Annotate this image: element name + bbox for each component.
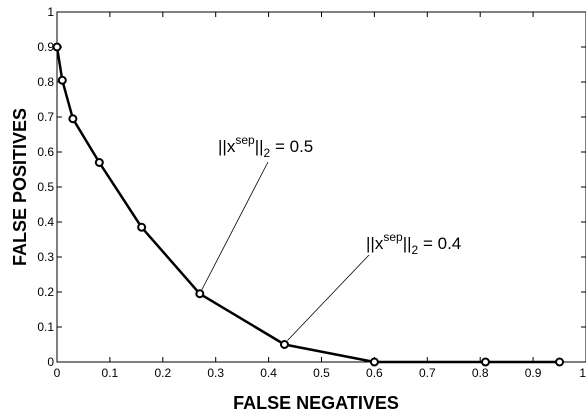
series-group [52, 42, 565, 367]
plot-frame [56, 11, 586, 363]
data-point [555, 357, 565, 367]
annotation-label: ||xsep||2 = 0.5 [218, 133, 313, 160]
y-tick-label: 1 [47, 5, 54, 19]
annotation-leader [287, 254, 370, 341]
y-tick-label: 0.6 [37, 145, 54, 159]
y-axis-title: FALSE POSITIVES [10, 108, 30, 266]
data-point [94, 158, 104, 167]
data-point [195, 289, 205, 299]
y-tick-label: 0.7 [37, 110, 54, 124]
y-tick-label: 0 [47, 355, 54, 369]
x-tick-label: 0.7 [419, 366, 436, 380]
x-tick-label: 0 [54, 366, 61, 380]
y-tick-label: 0.2 [37, 285, 54, 299]
x-tick-label: 0.4 [260, 366, 277, 380]
series-line [55, 46, 560, 364]
y-tick-label: 0.9 [37, 40, 54, 54]
annotation-label: ||xsep||2 = 0.4 [366, 230, 461, 257]
data-point [369, 357, 379, 367]
x-tick-label: 0.1 [102, 366, 119, 380]
y-tick-label: 0.5 [37, 180, 54, 194]
data-point [137, 222, 147, 232]
y-tick-label: 0.3 [37, 250, 54, 264]
x-tick-label: 1 [579, 366, 586, 380]
annotations-group: ||xsep||2 = 0.5 ||xsep||2 = 0.4 [201, 133, 461, 341]
data-point [57, 75, 67, 85]
x-tick-label: 0.5 [313, 366, 330, 380]
data-point [480, 357, 490, 367]
data-point [68, 114, 78, 124]
x-tick-label: 0.9 [525, 366, 542, 380]
x-tick-label: 0.2 [154, 366, 171, 380]
y-tick-label: 0.4 [37, 215, 54, 229]
x-axis-title: FALSE NEGATIVES [233, 393, 399, 413]
x-tick-label: 0.6 [366, 366, 383, 380]
y-tick-label: 0.1 [37, 320, 54, 334]
tick-labels: 0 0.1 0.2 0.3 0.4 0.5 0.6 0.7 0.8 0.9 1 0 0.1 0.2 0.3 0… [37, 5, 586, 380]
plot-area [56, 11, 586, 363]
annotation-leader [201, 161, 269, 290]
axis-ticks [56, 11, 586, 363]
x-tick-label: 0.3 [207, 366, 224, 380]
y-tick-label: 0.8 [37, 75, 54, 89]
x-tick-label: 0.8 [472, 366, 489, 380]
data-point [279, 340, 289, 349]
data-point [52, 42, 62, 52]
